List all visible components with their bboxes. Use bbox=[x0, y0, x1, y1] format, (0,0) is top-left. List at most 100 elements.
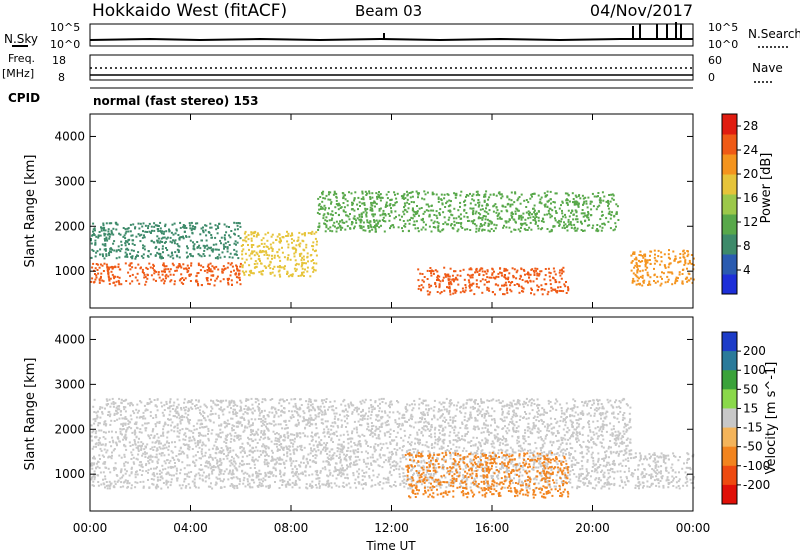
data-cell bbox=[403, 478, 406, 481]
data-cell bbox=[228, 256, 231, 259]
data-cell bbox=[277, 409, 280, 411]
data-cell bbox=[476, 419, 479, 422]
data-cell bbox=[586, 402, 589, 405]
data-cell bbox=[146, 231, 149, 233]
data-cell bbox=[124, 237, 127, 240]
data-cell bbox=[325, 224, 328, 227]
data-cell bbox=[519, 467, 522, 470]
data-cell bbox=[144, 456, 147, 458]
data-cell bbox=[496, 215, 499, 217]
data-cell bbox=[587, 472, 589, 475]
data-cell bbox=[470, 284, 473, 287]
data-cell bbox=[629, 426, 632, 429]
data-cell bbox=[407, 207, 410, 210]
data-cell bbox=[300, 259, 303, 262]
data-cell bbox=[124, 240, 127, 243]
data-cell bbox=[120, 456, 123, 459]
data-cell bbox=[401, 227, 403, 230]
data-cell bbox=[526, 404, 529, 407]
data-cell bbox=[402, 439, 405, 442]
data-cell bbox=[474, 271, 477, 274]
data-cell bbox=[178, 459, 181, 462]
data-cell bbox=[147, 227, 149, 230]
data-cell bbox=[208, 448, 211, 451]
data-cell bbox=[165, 265, 168, 268]
data-cell bbox=[390, 450, 393, 453]
data-cell bbox=[587, 212, 590, 215]
data-cell bbox=[101, 264, 104, 267]
data-cell bbox=[426, 191, 429, 194]
data-cell bbox=[108, 250, 111, 253]
data-cell bbox=[380, 224, 382, 227]
data-cell bbox=[260, 418, 263, 420]
data-cell bbox=[615, 212, 618, 215]
data-cell bbox=[440, 198, 443, 201]
data-cell bbox=[134, 266, 137, 269]
data-cell bbox=[642, 281, 645, 284]
data-cell bbox=[115, 223, 118, 226]
data-cell bbox=[397, 401, 400, 404]
data-cell bbox=[126, 227, 129, 230]
data-cell bbox=[308, 421, 311, 424]
data-cell bbox=[582, 215, 585, 218]
data-cell bbox=[335, 192, 338, 195]
data-cell bbox=[469, 289, 472, 292]
data-cell bbox=[323, 222, 326, 225]
data-cell bbox=[362, 225, 365, 228]
data-cell bbox=[556, 440, 559, 443]
data-cell bbox=[438, 432, 441, 435]
data-cell bbox=[564, 192, 567, 195]
data-cell bbox=[313, 268, 315, 271]
data-cell bbox=[326, 432, 329, 435]
data-cell bbox=[173, 401, 176, 404]
data-cell bbox=[472, 207, 475, 210]
data-cell bbox=[525, 206, 528, 208]
data-cell bbox=[537, 194, 540, 197]
data-cell bbox=[379, 402, 381, 405]
data-cell bbox=[416, 211, 419, 213]
data-cell bbox=[157, 479, 159, 482]
data-cell bbox=[444, 221, 447, 224]
data-cell bbox=[667, 266, 670, 269]
data-cell bbox=[147, 225, 150, 227]
noise-left-tick-low: 10^0 bbox=[50, 38, 80, 51]
data-cell bbox=[231, 469, 234, 472]
data-cell bbox=[540, 202, 543, 205]
data-cell bbox=[285, 445, 288, 448]
data-cell bbox=[131, 280, 134, 283]
data-cell bbox=[554, 402, 557, 405]
data-cell bbox=[486, 270, 489, 273]
data-cell bbox=[447, 218, 450, 221]
data-cell bbox=[100, 275, 102, 278]
data-cell bbox=[547, 290, 550, 293]
data-cell bbox=[427, 205, 430, 208]
data-cell bbox=[408, 442, 411, 445]
data-cell bbox=[562, 266, 565, 269]
data-cell bbox=[206, 269, 209, 271]
data-cell bbox=[462, 268, 465, 271]
data-cell bbox=[108, 237, 111, 240]
data-cell bbox=[254, 397, 257, 400]
data-cell bbox=[269, 271, 272, 274]
data-cell bbox=[607, 461, 610, 464]
data-cell bbox=[177, 234, 180, 236]
data-cell bbox=[516, 283, 519, 285]
data-cell bbox=[493, 223, 496, 226]
data-cell bbox=[267, 231, 270, 234]
data-cell bbox=[117, 248, 120, 251]
data-cell bbox=[152, 278, 155, 281]
data-cell bbox=[305, 262, 307, 265]
data-cell bbox=[678, 260, 681, 263]
data-cell bbox=[681, 280, 684, 283]
data-cell bbox=[210, 278, 212, 281]
data-cell bbox=[501, 413, 504, 416]
data-cell bbox=[175, 455, 178, 457]
data-cell bbox=[270, 407, 273, 410]
data-cell bbox=[600, 417, 602, 420]
data-cell bbox=[270, 422, 273, 425]
data-cell bbox=[402, 475, 405, 478]
data-cell bbox=[621, 435, 624, 438]
data-cell bbox=[393, 191, 396, 194]
data-cell bbox=[148, 455, 151, 458]
data-cell bbox=[479, 223, 482, 225]
